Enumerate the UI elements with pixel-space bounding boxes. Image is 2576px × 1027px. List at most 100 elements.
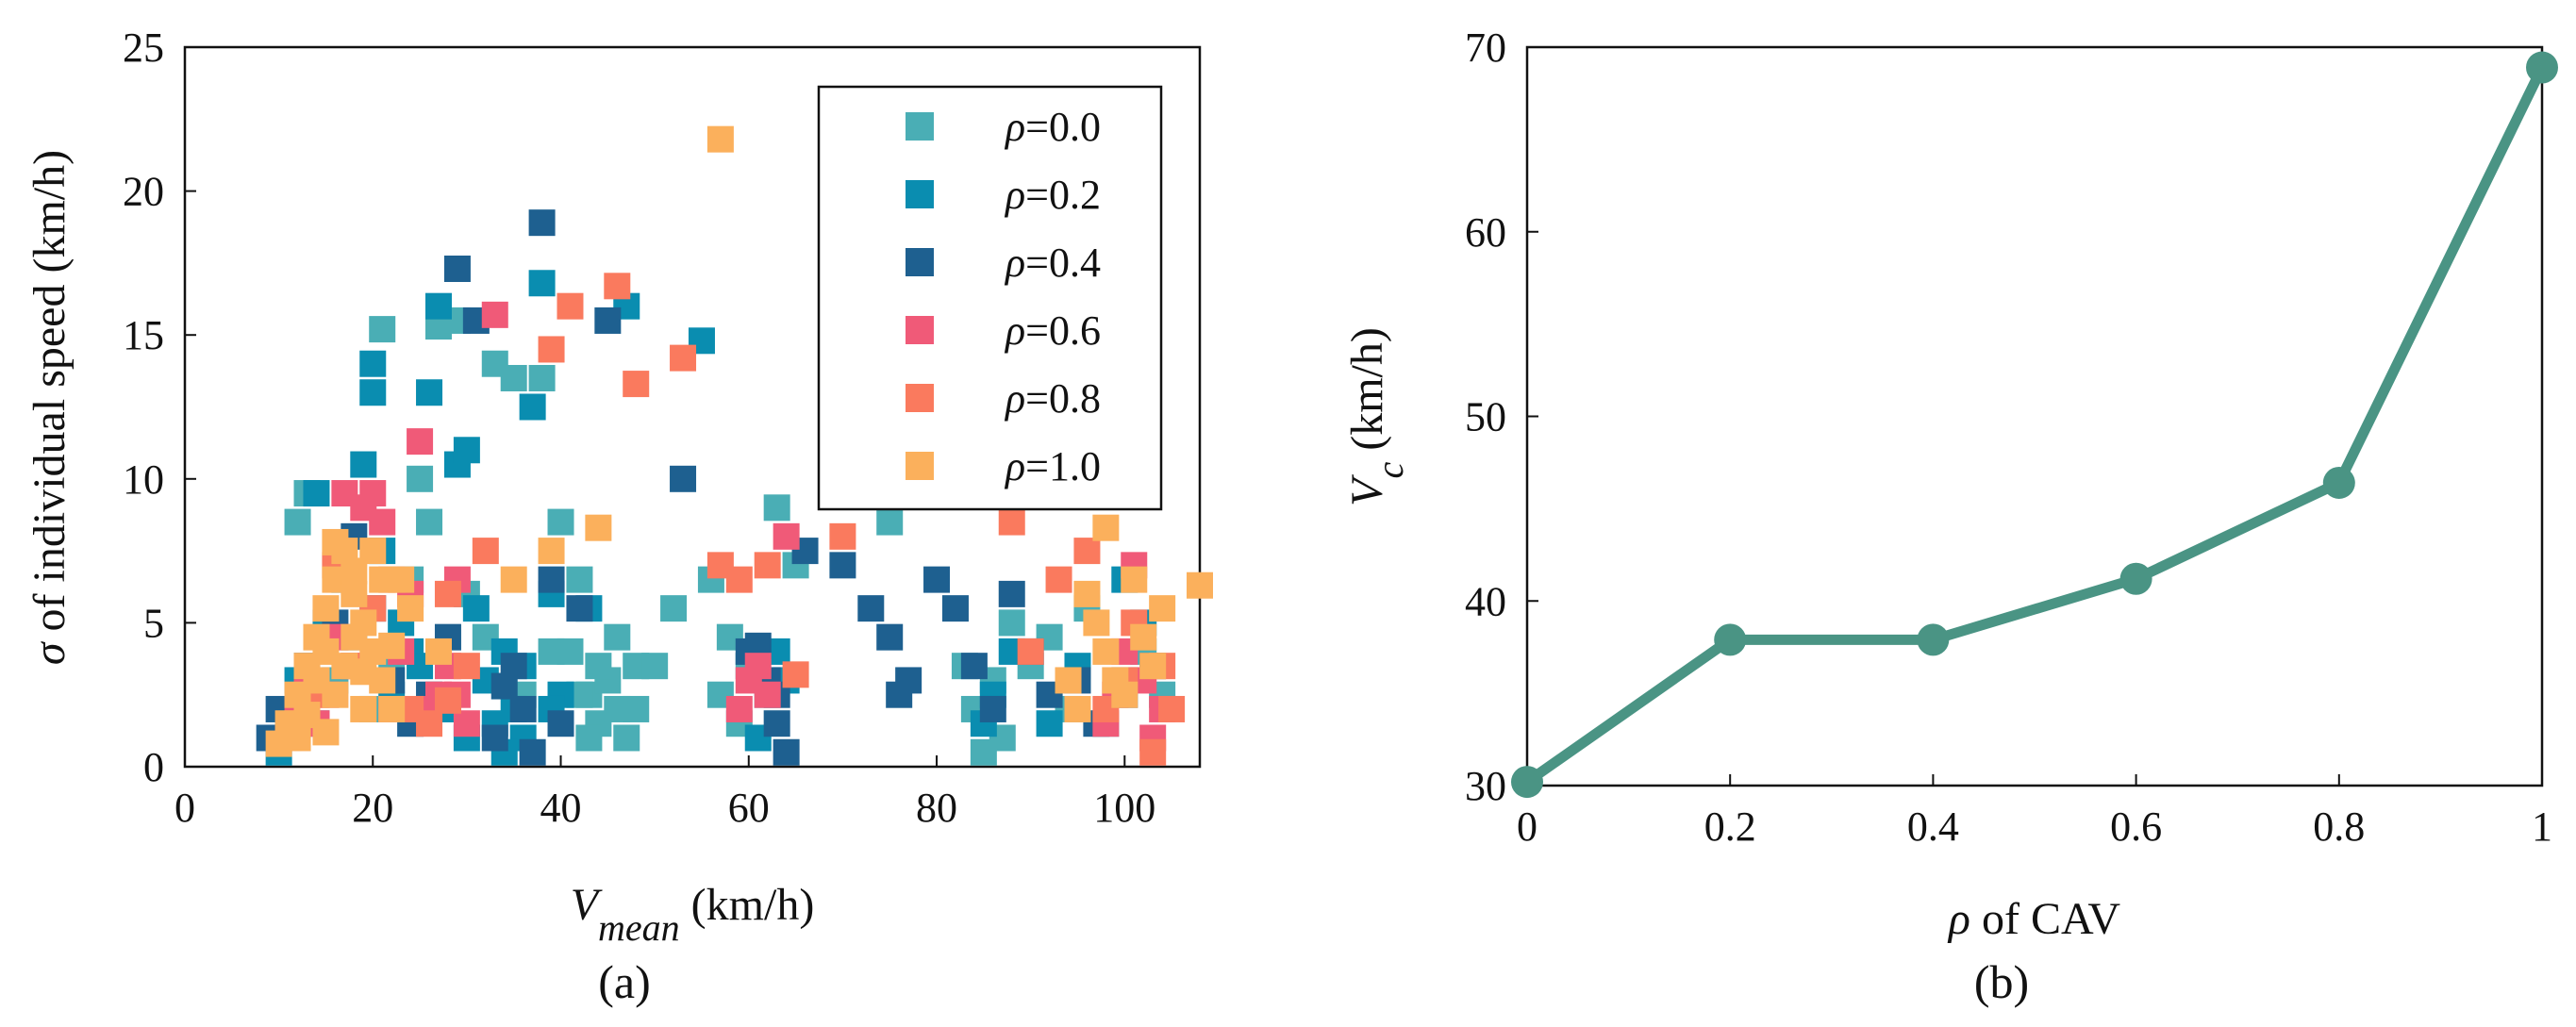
legend-entry: ρ=1.0 — [1004, 443, 1101, 489]
y-tick-label-a: 20 — [123, 169, 164, 215]
legend-swatch — [906, 180, 934, 208]
scatter-point — [369, 566, 396, 593]
x-tick-label-b: 0.6 — [2110, 803, 2162, 850]
legend-box — [817, 85, 1163, 511]
scatter-point — [979, 695, 1006, 722]
scatter-point — [509, 695, 537, 722]
scatter-point — [641, 653, 669, 680]
scatter-point — [1158, 695, 1186, 722]
scatter-point — [528, 270, 556, 297]
line-marker — [2119, 562, 2152, 595]
scatter-point — [481, 724, 508, 752]
scatter-point — [378, 695, 406, 722]
scatter-point — [1187, 571, 1213, 599]
scatter-point — [725, 566, 753, 593]
scatter-point — [660, 595, 688, 622]
scatter-point — [407, 465, 434, 492]
y-tick-label-b: 60 — [1465, 209, 1506, 256]
scatter-point — [284, 508, 311, 536]
scatter-point — [434, 687, 461, 714]
legend-swatch — [906, 112, 934, 141]
scatter-point — [481, 301, 508, 328]
scatter-point — [538, 566, 565, 593]
x-tick-label-a: 60 — [728, 785, 770, 831]
scatter-point — [744, 653, 772, 680]
scatter-point — [1017, 638, 1044, 665]
y-tick-label-b: 30 — [1465, 763, 1506, 809]
scatter-point — [434, 580, 461, 607]
x-tick-label-b: 0.2 — [1704, 803, 1756, 850]
scatter-point — [472, 538, 499, 565]
line-panel: 0 0.2 0.4 0.6 0.8 1 30 40 50 60 70 ρ of CAV Vc (km… — [1342, 25, 2558, 1008]
scatter-point — [416, 508, 443, 536]
scatter-point — [322, 681, 349, 708]
scatter-point — [876, 508, 904, 536]
scatter-point — [998, 508, 1025, 536]
scatter-point — [416, 710, 443, 737]
scatter-point — [350, 451, 377, 478]
scatter-point — [566, 566, 593, 593]
scatter-point — [538, 638, 565, 665]
x-tick-label-b: 0.8 — [2313, 803, 2365, 850]
scatter-point — [407, 428, 434, 456]
legend: ρ=0.0 ρ=0.2 ρ=0.4 ρ=0.6 ρ=0.8 ρ=1.0 — [817, 85, 1163, 511]
scatter-point — [613, 724, 640, 752]
scatter-point — [566, 595, 593, 622]
x-tick-label-a: 20 — [352, 785, 393, 831]
scatter-point — [341, 623, 368, 651]
scatter-point — [754, 552, 781, 579]
legend-entry: ρ=0.6 — [1004, 307, 1101, 354]
scatter-point — [829, 522, 856, 550]
scatter-point — [1036, 710, 1063, 737]
y-tick-label-a: 15 — [123, 312, 164, 358]
scatter-point — [594, 306, 622, 334]
scatter-point — [998, 580, 1025, 607]
scatter-point — [623, 695, 650, 722]
scatter-point — [575, 724, 603, 752]
panel-label-a: (a) — [598, 955, 651, 1008]
scatter-point — [490, 672, 518, 700]
scatter-point — [763, 494, 790, 522]
panel-label-b: (b) — [1974, 955, 2029, 1008]
scatter-point — [604, 623, 631, 651]
scatter-point — [528, 364, 556, 391]
scatter-points — [256, 125, 1213, 766]
series-5 — [265, 125, 1213, 757]
scatter-point — [519, 393, 546, 421]
y-tick-label-a: 5 — [143, 600, 164, 646]
scatter-point — [369, 316, 396, 343]
scatter-point — [500, 566, 527, 593]
legend-swatch — [906, 452, 934, 480]
scatter-point — [519, 738, 546, 766]
legend-swatch — [906, 384, 934, 412]
scatter-point — [998, 609, 1025, 637]
scatter-point — [1139, 653, 1167, 680]
scatter-point — [923, 566, 951, 593]
scatter-point — [1064, 695, 1091, 722]
scatter-point — [604, 273, 631, 300]
x-tick-label-a: 100 — [1093, 785, 1155, 831]
scatter-point — [1083, 609, 1110, 637]
legend-swatch — [906, 316, 934, 344]
x-tick-label-a: 80 — [916, 785, 957, 831]
line-marker — [1917, 623, 1950, 656]
x-tick-label-a: 0 — [175, 785, 195, 831]
scatter-point — [416, 379, 443, 406]
legend-entry: ρ=0.0 — [1004, 104, 1101, 150]
scatter-point — [670, 465, 697, 492]
scatter-point — [453, 710, 480, 737]
x-tick-label-b: 0.4 — [1907, 803, 1959, 850]
x-tick-label-b: 0 — [1517, 803, 1537, 850]
scatter-point — [886, 681, 913, 708]
scatter-point — [303, 480, 330, 507]
y-tick-label-b: 70 — [1465, 25, 1506, 71]
scatter-point — [1130, 623, 1157, 651]
line-series — [1511, 51, 2558, 799]
scatter-point — [857, 595, 885, 622]
y-tick-label-a: 0 — [143, 744, 164, 790]
scatter-point — [425, 638, 452, 665]
line-marker — [2322, 466, 2355, 499]
legend-swatch — [906, 248, 934, 276]
